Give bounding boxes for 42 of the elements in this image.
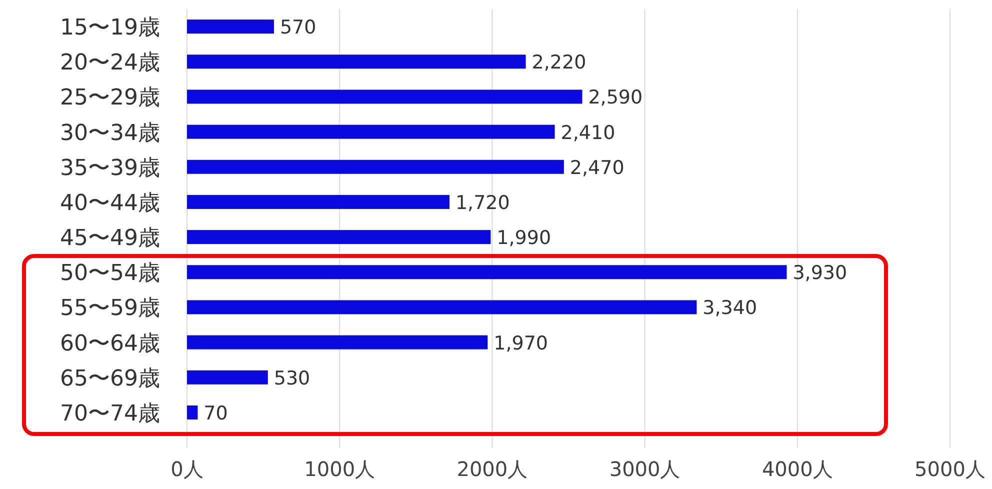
- data-label: 2,590: [588, 86, 643, 109]
- bar: [187, 370, 268, 384]
- y-tick-label: 25〜29歳: [60, 86, 160, 111]
- bar: [187, 124, 555, 139]
- y-tick-label: 35〜39歳: [60, 156, 160, 181]
- x-tick-label: 2000人: [456, 457, 528, 481]
- y-tick-label: 30〜34歳: [60, 120, 160, 146]
- y-tick-label: 55〜59歳: [60, 296, 160, 322]
- x-tick-label: 5000人: [914, 457, 986, 481]
- bar: [187, 90, 582, 104]
- bar: [187, 160, 564, 174]
- x-tick-label: 0人: [170, 457, 204, 481]
- bar: [187, 265, 787, 280]
- x-tick-label: 3000人: [609, 457, 680, 481]
- bar: [187, 230, 491, 244]
- data-label: 2,220: [532, 52, 586, 74]
- bar: [187, 194, 450, 209]
- bar: [187, 20, 274, 34]
- y-tick-label: 65〜69歳: [60, 366, 160, 392]
- y-tick-label: 45〜49歳: [60, 226, 160, 252]
- data-label: 2,470: [570, 156, 624, 179]
- data-label: 3,340: [702, 297, 758, 320]
- bar: [187, 300, 697, 314]
- x-tick-label: 1000人: [304, 457, 376, 481]
- data-label: 70: [204, 402, 228, 424]
- data-label: 570: [280, 16, 316, 39]
- y-tick-label: 50〜54歳: [60, 261, 160, 286]
- bar: [187, 54, 526, 69]
- y-tick-label: 60〜64歳: [60, 331, 160, 356]
- data-label: 1,720: [455, 192, 510, 214]
- data-label: 2,410: [560, 122, 616, 144]
- bar: [187, 405, 198, 420]
- data-label: 530: [274, 367, 310, 390]
- y-tick-label: 70〜74歳: [60, 401, 160, 426]
- x-tick-label: 4000人: [762, 457, 833, 481]
- data-label: 3,930: [792, 262, 848, 284]
- bar: [187, 335, 488, 350]
- y-tick-label: 40〜44歳: [60, 190, 160, 216]
- y-tick-label: 15〜19歳: [60, 16, 160, 41]
- data-label: 1,990: [496, 227, 552, 250]
- y-tick-label: 20〜24歳: [60, 50, 160, 76]
- data-label: 1,970: [494, 332, 548, 354]
